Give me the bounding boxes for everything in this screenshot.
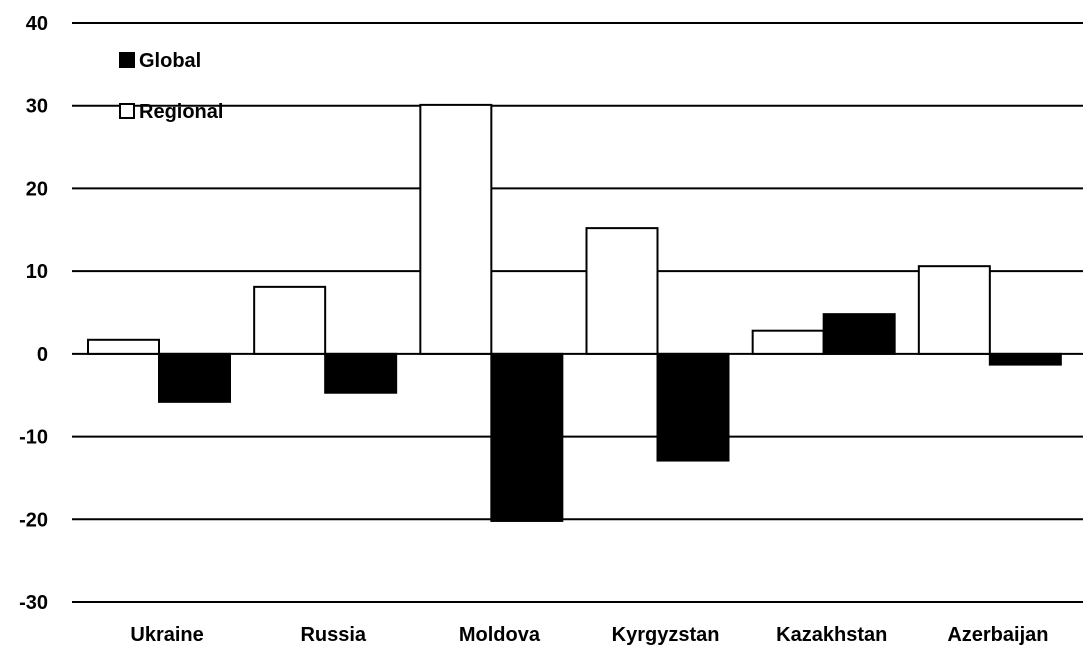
bar-regional-moldova bbox=[419, 103, 493, 355]
x-category-label: Azerbaijan bbox=[947, 624, 1048, 646]
legend-label-regional: Regional bbox=[139, 101, 223, 123]
gridlines bbox=[72, 22, 1083, 603]
bars bbox=[87, 103, 1062, 522]
bar-regional-azerbaijan bbox=[917, 265, 991, 355]
bar-regional-russia bbox=[253, 285, 327, 355]
bar-global-moldova bbox=[490, 352, 564, 522]
bar-global-kyrgyzstan bbox=[656, 352, 730, 462]
y-tick-label: 20 bbox=[26, 178, 48, 200]
x-category-label: Kyrgyzstan bbox=[612, 624, 720, 646]
bar-global-azerbaijan bbox=[988, 352, 1062, 366]
bar-global-ukraine bbox=[158, 352, 231, 403]
legend: Global Regional bbox=[119, 50, 223, 123]
bar-global-russia bbox=[324, 352, 398, 394]
y-tick-label: -30 bbox=[19, 592, 48, 614]
y-tick-label: -10 bbox=[19, 427, 48, 449]
y-tick-label: -20 bbox=[19, 509, 48, 531]
y-tick-label: 30 bbox=[26, 96, 48, 118]
x-axis-category-labels: Ukraine Russia Moldova Kyrgyzstan Kazakhstan… bbox=[130, 624, 1048, 646]
y-axis-tick-labels: 40 30 20 10 0 -10 -20 -30 bbox=[19, 13, 48, 614]
y-tick-label: 0 bbox=[37, 344, 48, 366]
y-tick-label: 40 bbox=[26, 13, 48, 35]
legend-swatch-regional bbox=[119, 103, 135, 119]
bar-regional-ukraine bbox=[87, 338, 160, 355]
x-category-label: Ukraine bbox=[130, 624, 203, 646]
x-category-label: Russia bbox=[300, 624, 366, 646]
legend-swatch-global bbox=[119, 52, 135, 68]
bar-regional-kyrgyzstan bbox=[585, 227, 659, 355]
bar-global-kazakhstan bbox=[822, 313, 896, 355]
x-category-label: Moldova bbox=[459, 624, 541, 646]
legend-label-global: Global bbox=[139, 50, 201, 72]
y-tick-label: 10 bbox=[26, 261, 48, 283]
bar-regional-kazakhstan bbox=[751, 329, 825, 355]
x-category-label: Kazakhstan bbox=[776, 624, 887, 646]
